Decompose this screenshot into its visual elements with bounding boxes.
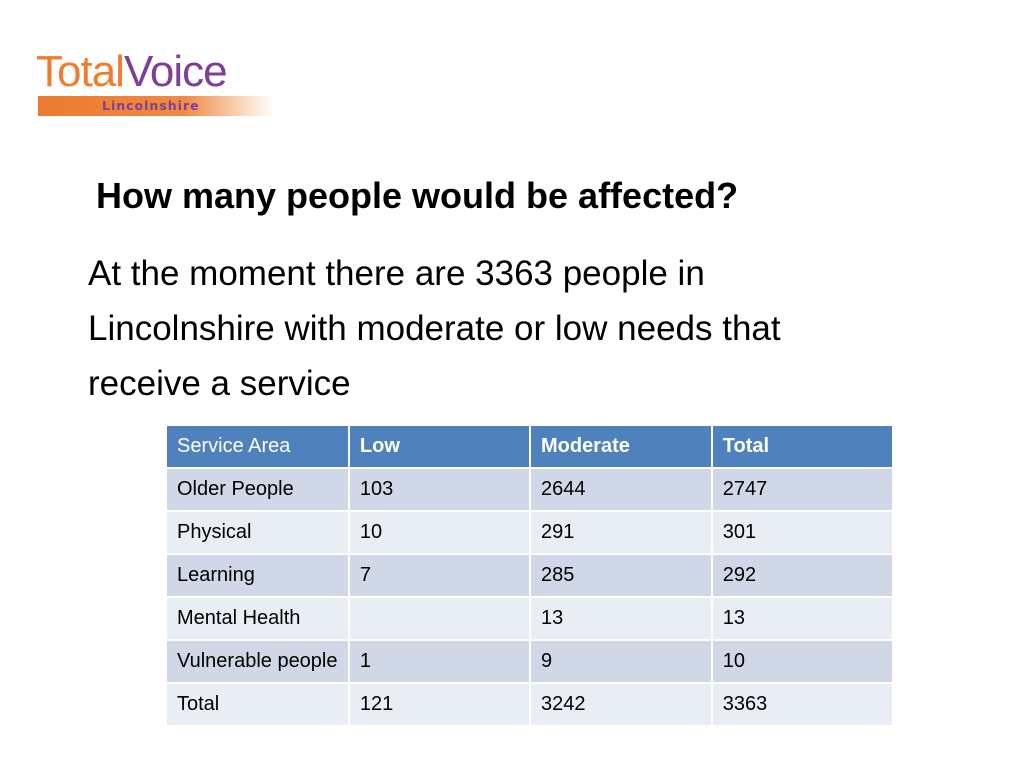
cell-low: 7	[347, 553, 531, 598]
service-area-table: Service Area Low Moderate Total Older Pe…	[165, 424, 895, 727]
table-row-total: Total 121 3242 3363	[165, 682, 895, 727]
cell-low: 103	[347, 467, 531, 512]
cell-low: 121	[347, 682, 531, 727]
logo-word-total: Total	[36, 47, 125, 96]
logo-word-voice: Voice	[123, 47, 228, 96]
table-row: Learning 7 285 292	[165, 553, 895, 598]
cell-service-area: Total	[165, 682, 350, 727]
header-low: Low	[347, 424, 531, 469]
cell-total: 301	[710, 510, 895, 555]
header-service-area: Service Area	[165, 424, 350, 469]
cell-moderate: 13	[528, 596, 713, 641]
cell-moderate: 291	[528, 510, 713, 555]
cell-service-area: Vulnerable people	[165, 639, 350, 684]
header-total: Total	[710, 424, 895, 469]
logo-wordmark: TotalVoice	[36, 46, 228, 98]
logo-subtitle: Lincolnshire	[102, 98, 200, 113]
header-moderate: Moderate	[528, 424, 713, 469]
cell-total: 3363	[710, 682, 895, 727]
cell-total: 10	[710, 639, 895, 684]
cell-service-area: Mental Health	[165, 596, 350, 641]
cell-low	[347, 596, 531, 641]
table-header-row: Service Area Low Moderate Total	[165, 424, 895, 469]
cell-service-area: Older People	[165, 467, 350, 512]
cell-service-area: Physical	[165, 510, 350, 555]
cell-moderate: 9	[528, 639, 713, 684]
cell-moderate: 2644	[528, 467, 713, 512]
slide-title: How many people would be affected?	[96, 175, 739, 216]
table-row: Vulnerable people 1 9 10	[165, 639, 895, 684]
cell-low: 1	[347, 639, 531, 684]
table-row: Physical 10 291 301	[165, 510, 895, 555]
cell-low: 10	[347, 510, 531, 555]
logo-band	[38, 96, 274, 116]
cell-service-area: Learning	[165, 553, 350, 598]
cell-moderate: 3242	[528, 682, 713, 727]
cell-moderate: 285	[528, 553, 713, 598]
body-text: At the moment there are 3363 people in L…	[88, 254, 781, 403]
cell-total: 13	[710, 596, 895, 641]
cell-total: 2747	[710, 467, 895, 512]
table-row: Older People 103 2644 2747	[165, 467, 895, 512]
cell-total: 292	[710, 553, 895, 598]
table-row: Mental Health 13 13	[165, 596, 895, 641]
totalvoice-logo: TotalVoice Lincolnshire	[36, 46, 276, 120]
